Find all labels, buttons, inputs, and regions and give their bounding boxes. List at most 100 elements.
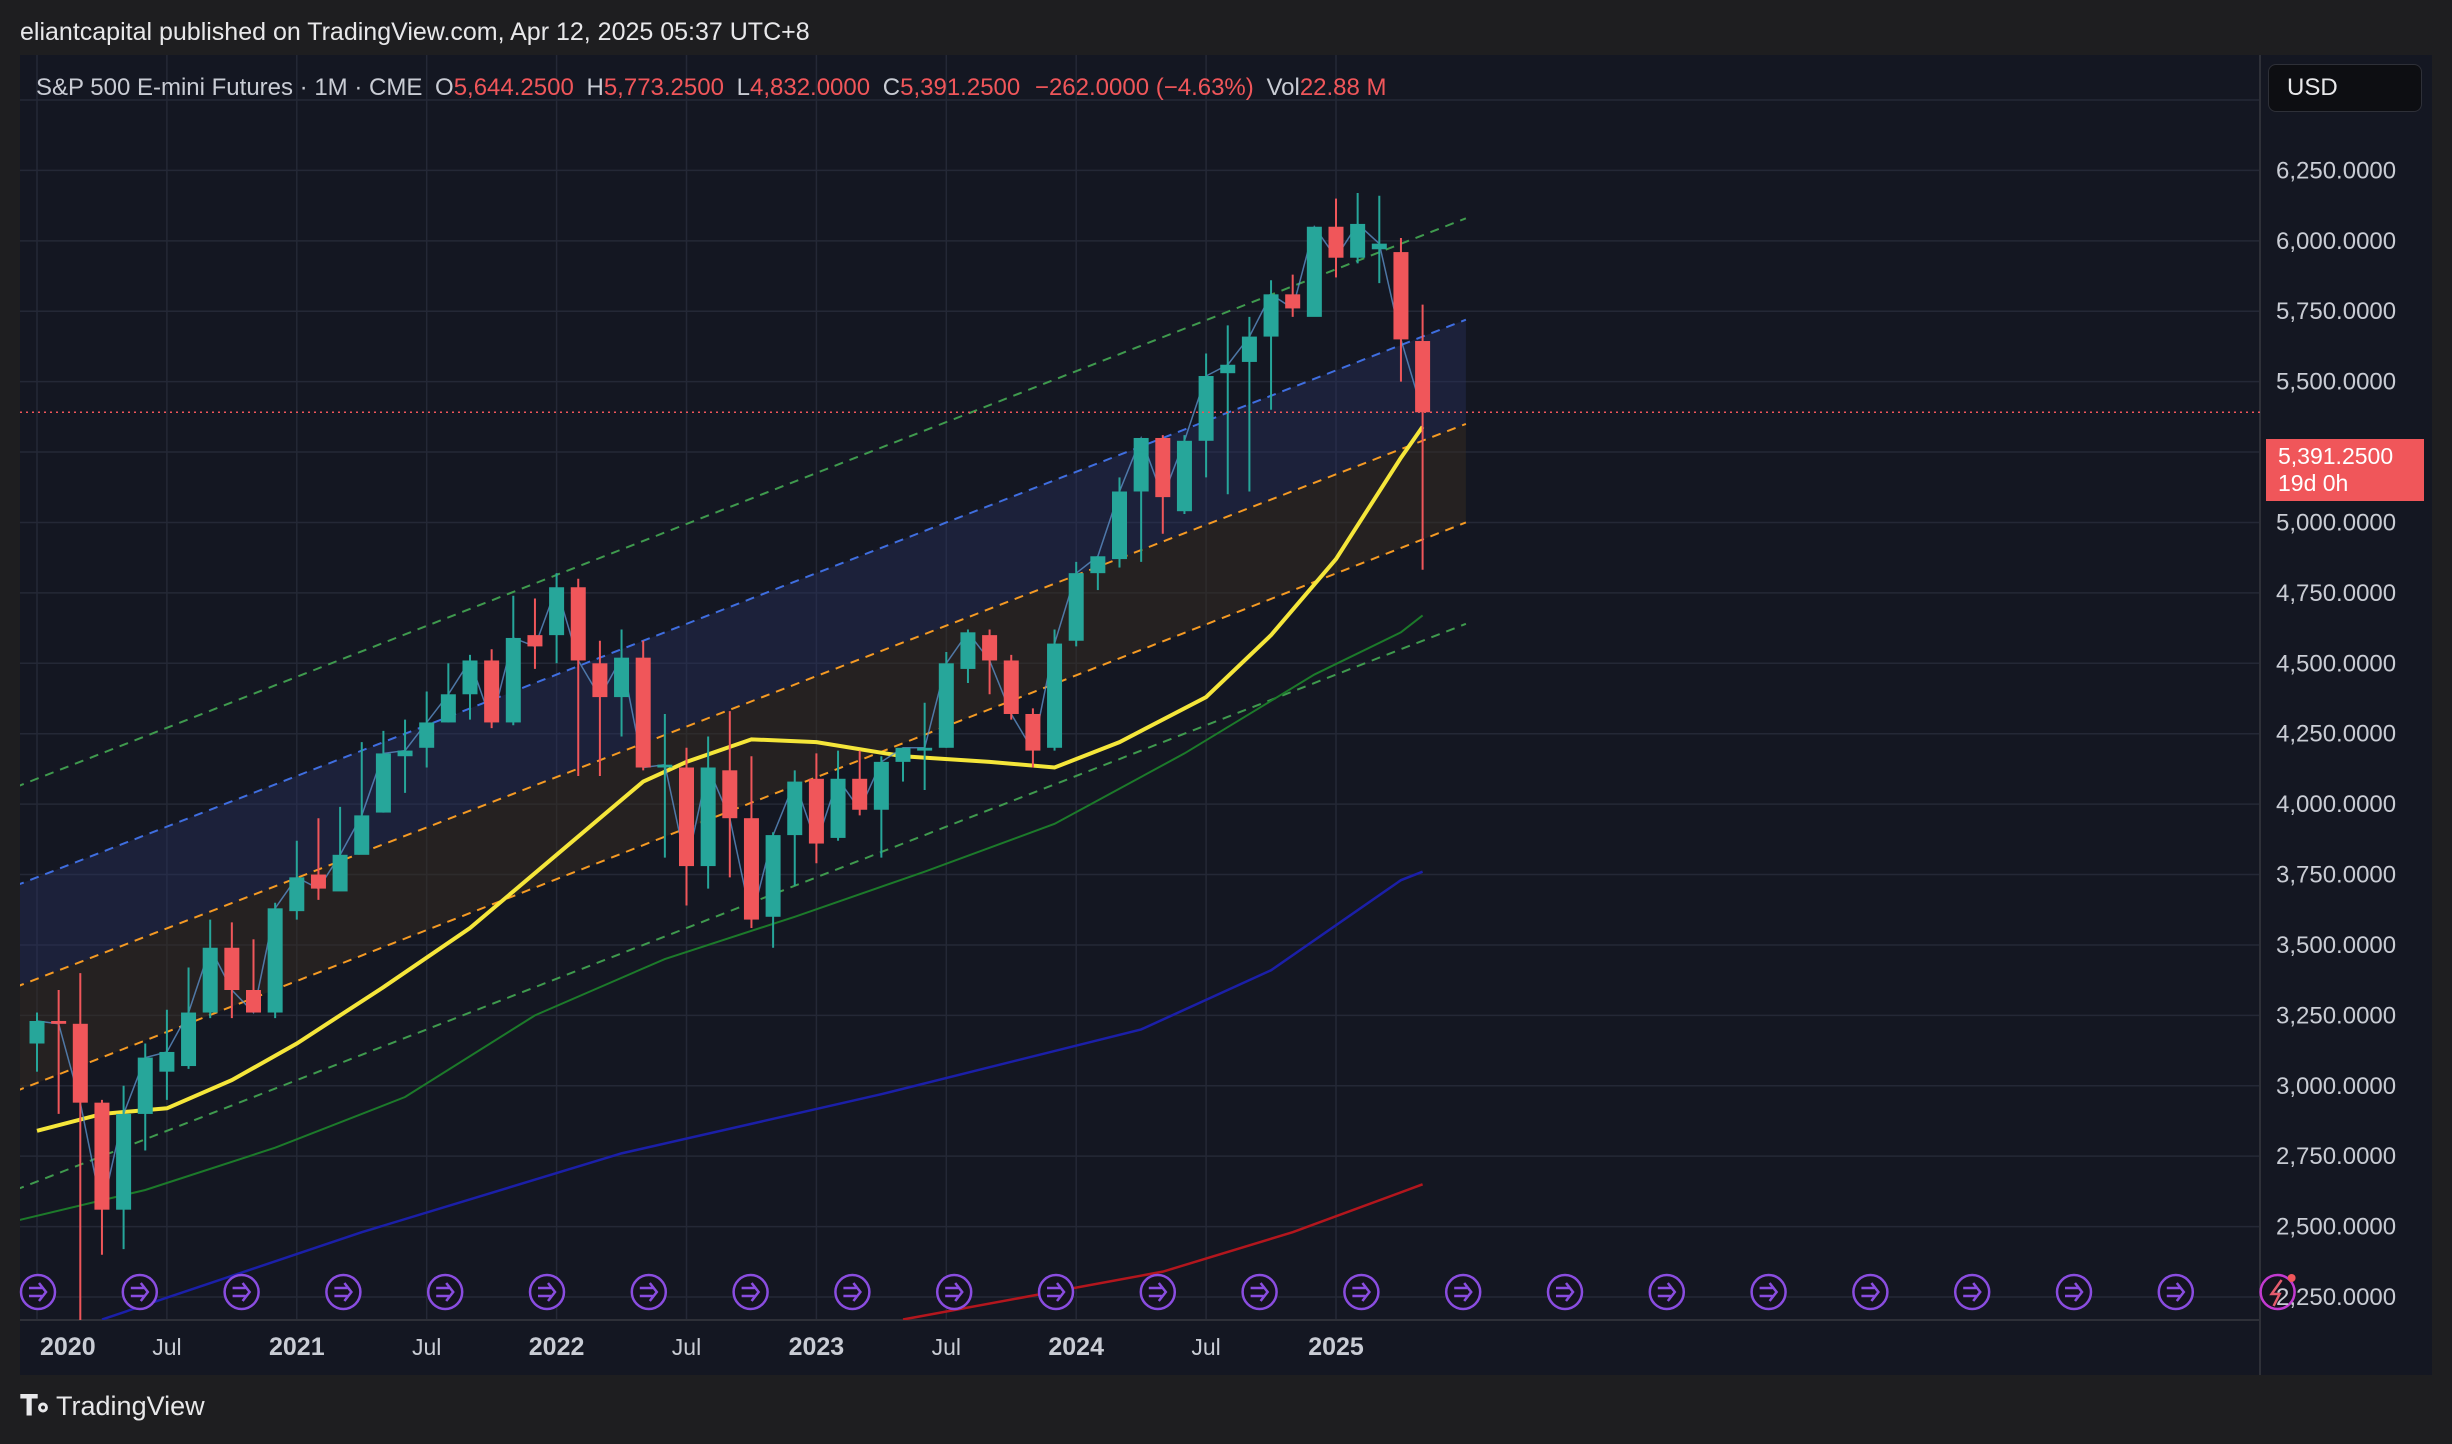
candle-body <box>787 781 803 836</box>
sma-blue-line <box>101 870 1424 1320</box>
event-marker-icon <box>1037 1273 1075 1311</box>
candle-body <box>332 854 348 892</box>
price-tick-label: 4,250.0000 <box>2276 721 2396 748</box>
price-tick-label: 3,250.0000 <box>2276 1002 2396 1029</box>
candle-body <box>224 947 240 991</box>
candle-body <box>440 694 456 723</box>
event-marker-arrow <box>334 1282 353 1302</box>
candle-body <box>94 1102 110 1210</box>
candle-body <box>505 637 521 723</box>
event-marker-arrow <box>741 1282 761 1302</box>
channel-line-blue-mid <box>20 318 1467 886</box>
event-marker-arrow <box>2166 1282 2186 1302</box>
event-marker-icon <box>19 1273 57 1311</box>
candle-body <box>354 815 370 855</box>
event-marker-icon <box>834 1273 871 1311</box>
candle-body <box>202 947 218 1013</box>
price-tick-label: 4,500.0000 <box>2276 650 2396 677</box>
price-tick-label: 4,000.0000 <box>2276 791 2396 818</box>
event-marker-arrow <box>2065 1282 2084 1302</box>
candle-body <box>1133 437 1149 492</box>
candle-body <box>808 778 824 844</box>
candle-body <box>938 663 954 748</box>
channel-zone-middle <box>20 423 1466 1090</box>
event-marker-arrow <box>1657 1282 1677 1302</box>
publisher-line: eliantcapital published on TradingView.c… <box>20 18 810 46</box>
channel-line-orange-upper <box>20 422 1467 987</box>
event-marker-arrow <box>1148 1282 1168 1302</box>
candle-body <box>51 1020 67 1024</box>
time-tick-label: 2021 <box>269 1333 325 1361</box>
change-value: −262.0000 (−4.63%) <box>1034 74 1254 101</box>
event-marker-arrow <box>1861 1282 1880 1302</box>
candle-body <box>722 770 738 819</box>
event-marker-icon <box>223 1273 260 1311</box>
candle-body <box>1090 556 1106 574</box>
symbol-legend: S&P 500 E-mini Futures · 1M · CME O5,644… <box>36 74 1387 102</box>
candle-body <box>159 1051 175 1072</box>
candle-body <box>397 750 413 757</box>
currency-selector[interactable]: USD <box>2268 64 2422 112</box>
channel-zone-upper <box>20 319 1466 986</box>
event-marker-icon <box>528 1273 566 1311</box>
time-tick-label: 2023 <box>789 1333 845 1361</box>
candle-body <box>1003 660 1019 714</box>
candle-body <box>852 778 868 810</box>
close-label: C <box>882 74 901 101</box>
candle-body <box>982 635 998 661</box>
volume-label: Vol <box>1266 74 1300 101</box>
price-tick-label: 3,500.0000 <box>2276 932 2396 959</box>
event-marker-icon <box>426 1273 464 1311</box>
event-marker-icon <box>1852 1273 1889 1311</box>
footer-branding[interactable]: 𝐓∘ TradingView <box>20 1390 205 1423</box>
candle-body <box>1198 376 1214 441</box>
open-value: 5,644.2500 <box>453 74 574 101</box>
candle-body <box>462 660 478 695</box>
event-marker-arrow <box>945 1282 964 1302</box>
price-tick-label: 6,250.0000 <box>2276 157 2396 184</box>
candle-body <box>895 747 911 762</box>
candle-body <box>1025 713 1041 751</box>
candle-body <box>267 908 283 1013</box>
time-tick-label: Jul <box>1191 1334 1220 1360</box>
event-marker-icon <box>935 1273 973 1311</box>
event-marker-icon <box>2157 1273 2195 1311</box>
symbol-name[interactable]: S&P 500 E-mini Futures · 1M · CME <box>36 74 423 101</box>
flash-glyph <box>2269 1279 2283 1307</box>
notification-dot <box>2287 1274 2296 1282</box>
candle-body <box>830 778 846 838</box>
candle-body <box>679 767 694 867</box>
sma-green-line <box>20 614 1424 1221</box>
candle-body <box>1285 294 1301 309</box>
last-price-tag: 5,391.2500 19d 0h <box>2266 439 2424 501</box>
candle-body <box>484 660 500 723</box>
chart-panel[interactable] <box>20 55 2432 1375</box>
price-tick-label: 3,750.0000 <box>2276 862 2396 889</box>
bar-countdown: 19d 0h <box>2278 470 2349 496</box>
event-marker-arrow <box>538 1282 557 1302</box>
time-tick-label: 2020 <box>40 1333 96 1361</box>
event-marker-arrow <box>639 1282 659 1302</box>
candle-body <box>614 657 630 698</box>
price-tick-label: 5,000.0000 <box>2276 509 2396 536</box>
candle-body <box>1068 573 1084 641</box>
time-tick-label: 2024 <box>1048 1333 1104 1361</box>
event-marker-icon <box>121 1273 159 1311</box>
time-tick-label: 2025 <box>1308 1333 1364 1361</box>
candle-body <box>549 587 565 636</box>
channel-line-green-upper <box>20 217 1467 787</box>
event-marker-arrow <box>1556 1282 1575 1302</box>
candle-body <box>181 1012 197 1067</box>
tradingview-logo-icon: 𝐓∘ <box>20 1390 50 1421</box>
low-value: 4,832.0000 <box>749 74 871 101</box>
price-tick-label: 5,750.0000 <box>2276 298 2396 325</box>
price-tick-label: 4,750.0000 <box>2276 580 2396 607</box>
candle-body <box>743 818 759 920</box>
time-tick-label: Jul <box>152 1334 181 1360</box>
price-tick-label: 2,750.0000 <box>2276 1143 2396 1170</box>
event-marker-arrow <box>1454 1282 1473 1302</box>
candle-body <box>116 1113 132 1210</box>
high-value: 5,773.2500 <box>603 74 724 101</box>
event-marker-arrow <box>1250 1282 1270 1302</box>
